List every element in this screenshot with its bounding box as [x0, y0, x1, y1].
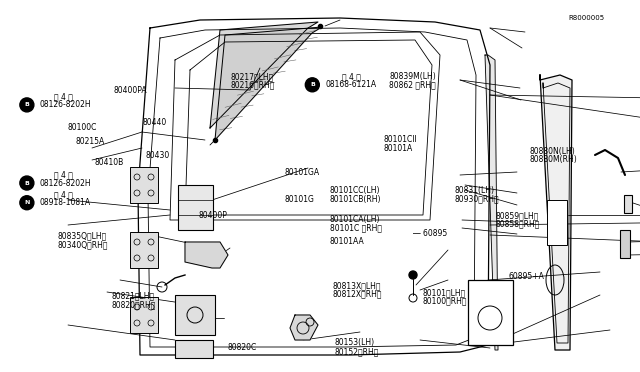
Polygon shape	[485, 55, 498, 350]
Polygon shape	[215, 27, 322, 140]
Bar	[624, 195, 632, 213]
Text: 80430: 80430	[146, 151, 170, 160]
Text: 80813X〈LH〉: 80813X〈LH〉	[333, 281, 381, 290]
Circle shape	[20, 176, 34, 190]
Text: 80152〈RH〉: 80152〈RH〉	[335, 347, 379, 356]
Polygon shape	[290, 315, 318, 340]
Text: 〈 4 〉: 〈 4 〉	[54, 93, 73, 102]
Text: 08168-6121A: 08168-6121A	[325, 80, 376, 89]
Bar	[175, 340, 213, 358]
Polygon shape	[185, 242, 228, 268]
Text: B: B	[24, 180, 29, 186]
Text: N: N	[24, 200, 29, 205]
Text: 08126-8202H: 08126-8202H	[40, 179, 92, 187]
Text: 80217〈LH〉: 80217〈LH〉	[230, 72, 274, 81]
Text: 80820C: 80820C	[227, 343, 257, 352]
Text: 80101CB(RH): 80101CB(RH)	[330, 195, 381, 203]
Bar	[547, 200, 567, 245]
Bar	[178, 185, 213, 230]
Text: 80862 〈RH〉: 80862 〈RH〉	[389, 80, 436, 89]
Text: 80101AA: 80101AA	[330, 237, 364, 246]
Text: 80831(LH): 80831(LH)	[454, 186, 494, 195]
Bar	[130, 297, 158, 333]
Text: 〈 4 〉: 〈 4 〉	[54, 171, 73, 180]
Text: ― 60895: ― 60895	[413, 229, 447, 238]
Circle shape	[305, 78, 319, 92]
Text: 80100〈RH〉: 80100〈RH〉	[422, 297, 467, 306]
Text: 80101GA: 80101GA	[285, 169, 320, 177]
Text: 80930〈RH〉: 80930〈RH〉	[454, 195, 499, 203]
Bar	[468, 280, 513, 345]
Text: 80440: 80440	[142, 118, 166, 127]
Text: 80101C 〈RH〉: 80101C 〈RH〉	[330, 223, 381, 232]
Text: 80835Q〈LH〉: 80835Q〈LH〉	[58, 232, 107, 241]
Text: 80340Q〈RH〉: 80340Q〈RH〉	[58, 240, 108, 249]
Text: 80820〈RH〉: 80820〈RH〉	[112, 301, 156, 310]
Text: 80101A: 80101A	[384, 144, 413, 153]
Bar	[175, 295, 215, 335]
Text: 08918-1081A: 08918-1081A	[40, 198, 91, 207]
Text: 80880N(LH): 80880N(LH)	[530, 147, 575, 155]
Text: 80839M(LH): 80839M(LH)	[389, 72, 436, 81]
Polygon shape	[540, 75, 572, 350]
Text: 80101CA(LH): 80101CA(LH)	[330, 215, 380, 224]
Text: B: B	[24, 102, 29, 108]
Text: 80100C: 80100C	[67, 124, 97, 132]
Text: 80880M(RH): 80880M(RH)	[530, 155, 578, 164]
Text: 80215A: 80215A	[76, 137, 105, 146]
Text: 〈 4 〉: 〈 4 〉	[342, 73, 361, 81]
Bar	[620, 230, 630, 258]
Text: 80153(LH): 80153(LH)	[335, 339, 375, 347]
Text: 08126-8202H: 08126-8202H	[40, 100, 92, 109]
Text: 80821〈LH〉: 80821〈LH〉	[112, 291, 155, 300]
Text: 80859〈LH〉: 80859〈LH〉	[496, 211, 540, 220]
Text: 〈 4 〉: 〈 4 〉	[54, 190, 73, 199]
Text: 80101〈LH〉: 80101〈LH〉	[422, 289, 466, 298]
Text: 80101CC(LH): 80101CC(LH)	[330, 186, 380, 195]
Bar	[130, 232, 158, 268]
Text: 80812X〈RH〉: 80812X〈RH〉	[333, 289, 382, 298]
Text: 80400P: 80400P	[198, 211, 227, 219]
Text: 80101G: 80101G	[285, 195, 315, 203]
Text: 60895+A: 60895+A	[509, 272, 545, 280]
Polygon shape	[210, 22, 318, 128]
Text: 80858〈RH〉: 80858〈RH〉	[496, 219, 540, 228]
Text: 80101CII: 80101CII	[384, 135, 418, 144]
Text: B: B	[310, 82, 315, 87]
Text: 80410B: 80410B	[95, 158, 124, 167]
Text: 80216〈RH〉: 80216〈RH〉	[230, 80, 275, 89]
Text: R8000005: R8000005	[568, 15, 604, 21]
Circle shape	[20, 196, 34, 210]
Bar	[130, 167, 158, 203]
Circle shape	[20, 98, 34, 112]
Text: 80400PA: 80400PA	[114, 86, 148, 95]
Circle shape	[409, 271, 417, 279]
